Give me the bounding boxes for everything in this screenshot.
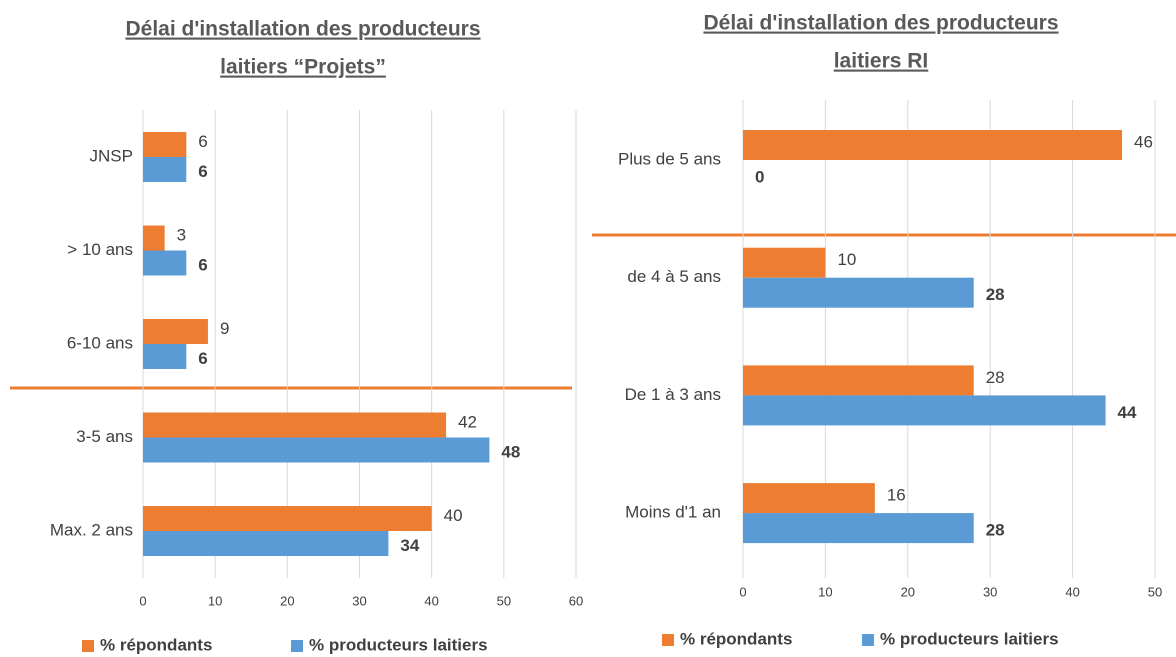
x-tick-label: 20 [901,584,915,599]
data-label: 0 [755,167,764,186]
y-tick-label: 3-5 ans [76,427,133,446]
bar [143,344,187,369]
legend-label: % répondants [100,635,212,654]
x-tick-label: 30 [983,584,997,599]
legend-label: % producteurs laitiers [309,635,488,654]
y-tick-label: Max. 2 ans [50,520,133,539]
data-label: 9 [220,319,229,338]
y-tick-label: > 10 ans [67,240,133,259]
x-tick-label: 40 [424,593,438,608]
x-tick-label: 20 [280,593,294,608]
chart-title: Délai d'installation des producteurs [703,12,1058,35]
bar [743,247,826,278]
bar [143,437,490,463]
data-label: 46 [1134,132,1153,151]
bar [143,157,187,182]
data-label: 16 [887,486,906,505]
x-tick-label: 10 [818,584,832,599]
data-label: 40 [444,506,463,525]
x-tick-label: 0 [139,593,146,608]
bar [143,225,165,251]
legend-swatch [662,634,674,646]
y-tick-label: de 4 à 5 ans [627,267,721,286]
data-label: 3 [177,225,186,244]
x-tick-label: 0 [739,584,746,599]
legend-label: % producteurs laitiers [880,629,1059,648]
bar [143,132,187,157]
data-label: 44 [1118,403,1137,422]
chart-title: laitiers RI [834,50,929,73]
x-tick-label: 30 [352,593,366,608]
bar [143,506,432,531]
legend-swatch [82,640,94,652]
y-tick-label: Moins d'1 an [625,503,721,522]
bar [743,395,1106,426]
bar [743,513,974,544]
data-label: 10 [837,250,856,269]
legend-label: % répondants [680,629,792,648]
data-label: 42 [458,412,477,431]
bar [143,319,208,344]
data-label: 6 [198,349,207,368]
data-label: 28 [986,521,1005,540]
data-label: 34 [400,536,419,555]
legend-swatch [862,634,874,646]
bar [743,277,974,308]
data-label: 6 [198,162,207,181]
chart-title: laitiers “Projets” [220,56,386,79]
bar [143,412,447,438]
data-label: 28 [986,368,1005,387]
bar [743,365,974,396]
legend-swatch [291,640,303,652]
x-tick-label: 50 [497,593,511,608]
x-tick-label: 60 [569,593,583,608]
bar [743,130,1123,160]
bar [743,483,875,514]
chart-title: Délai d'installation des producteurs [125,18,480,41]
data-label: 28 [986,285,1005,304]
bar [143,531,389,556]
x-tick-label: 40 [1065,584,1079,599]
data-label: 6 [198,255,207,274]
y-tick-label: Plus de 5 ans [618,149,721,168]
y-tick-label: 6-10 ans [67,333,133,352]
y-tick-label: JNSP [90,146,133,165]
y-tick-label: De 1 à 3 ans [625,385,721,404]
x-tick-label: 50 [1148,584,1162,599]
bar [143,250,187,276]
data-label: 48 [501,442,520,461]
data-label: 6 [198,132,207,151]
x-tick-label: 10 [208,593,222,608]
